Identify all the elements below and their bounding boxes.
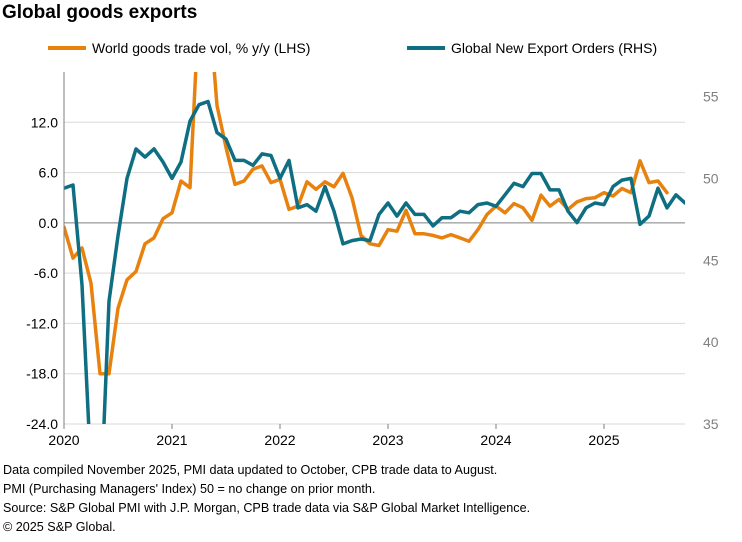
x-tick-label: 2021 xyxy=(156,432,187,448)
series-line-export-orders xyxy=(64,99,685,424)
y-left-tick-label: 6.0 xyxy=(39,165,59,181)
legend-label-trade-volume: World goods trade vol, % y/y (LHS) xyxy=(92,40,311,56)
series-layer xyxy=(64,72,685,424)
legend: World goods trade vol, % y/y (LHS) Globa… xyxy=(0,40,742,62)
footnote-line: PMI (Purchasing Managers' Index) 50 = no… xyxy=(3,482,376,496)
x-tick-label: 2023 xyxy=(372,432,403,448)
footnote-line: Source: S&P Global PMI with J.P. Morgan,… xyxy=(3,501,531,515)
y-left-tick-label: -6.0 xyxy=(34,265,58,281)
legend-item-trade-volume: World goods trade vol, % y/y (LHS) xyxy=(48,40,310,56)
y-left-tick-label: 0.0 xyxy=(39,215,59,231)
legend-swatch-export-orders xyxy=(407,46,445,50)
right-axis: 55 50 45 40 35 xyxy=(703,89,719,432)
chart-title: Global goods exports xyxy=(2,2,198,23)
x-axis: 2020 2021 2022 2023 2024 2025 xyxy=(48,424,620,448)
y-left-tick-label: -18.0 xyxy=(26,366,58,382)
x-tick-label: 2024 xyxy=(480,432,511,448)
grid xyxy=(64,121,685,425)
x-tick-label: 2022 xyxy=(264,432,295,448)
chart-svg: 12.0 6.0 0.0 -6.0 -12.0 -18.0 -24.0 55 50 45 40 35… xyxy=(26,72,719,448)
y-left-tick-label: 12.0 xyxy=(31,114,58,130)
y-left-tick-label: -12.0 xyxy=(26,315,58,331)
x-tick-label: 2025 xyxy=(588,432,619,448)
footnotes: Data compiled November 2025, PMI data up… xyxy=(3,461,530,537)
x-tick-label: 2020 xyxy=(48,432,79,448)
legend-label-export-orders: Global New Export Orders (RHS) xyxy=(451,40,658,56)
y-right-tick-label: 40 xyxy=(703,334,719,350)
footnote-line: Data compiled November 2025, PMI data up… xyxy=(3,463,498,477)
series-line-trade-volume xyxy=(64,72,669,376)
y-right-tick-label: 45 xyxy=(703,252,719,268)
legend-item-export-orders: Global New Export Orders (RHS) xyxy=(407,40,657,56)
y-left-tick-label: -24.0 xyxy=(26,416,58,432)
legend-swatch-trade-volume xyxy=(48,46,86,50)
y-right-tick-label: 50 xyxy=(703,170,719,186)
y-right-tick-label: 35 xyxy=(703,416,719,432)
y-right-tick-label: 55 xyxy=(703,89,719,105)
footnote-line: © 2025 S&P Global. xyxy=(3,520,116,534)
left-axis: 12.0 6.0 0.0 -6.0 -12.0 -18.0 -24.0 xyxy=(26,114,58,432)
